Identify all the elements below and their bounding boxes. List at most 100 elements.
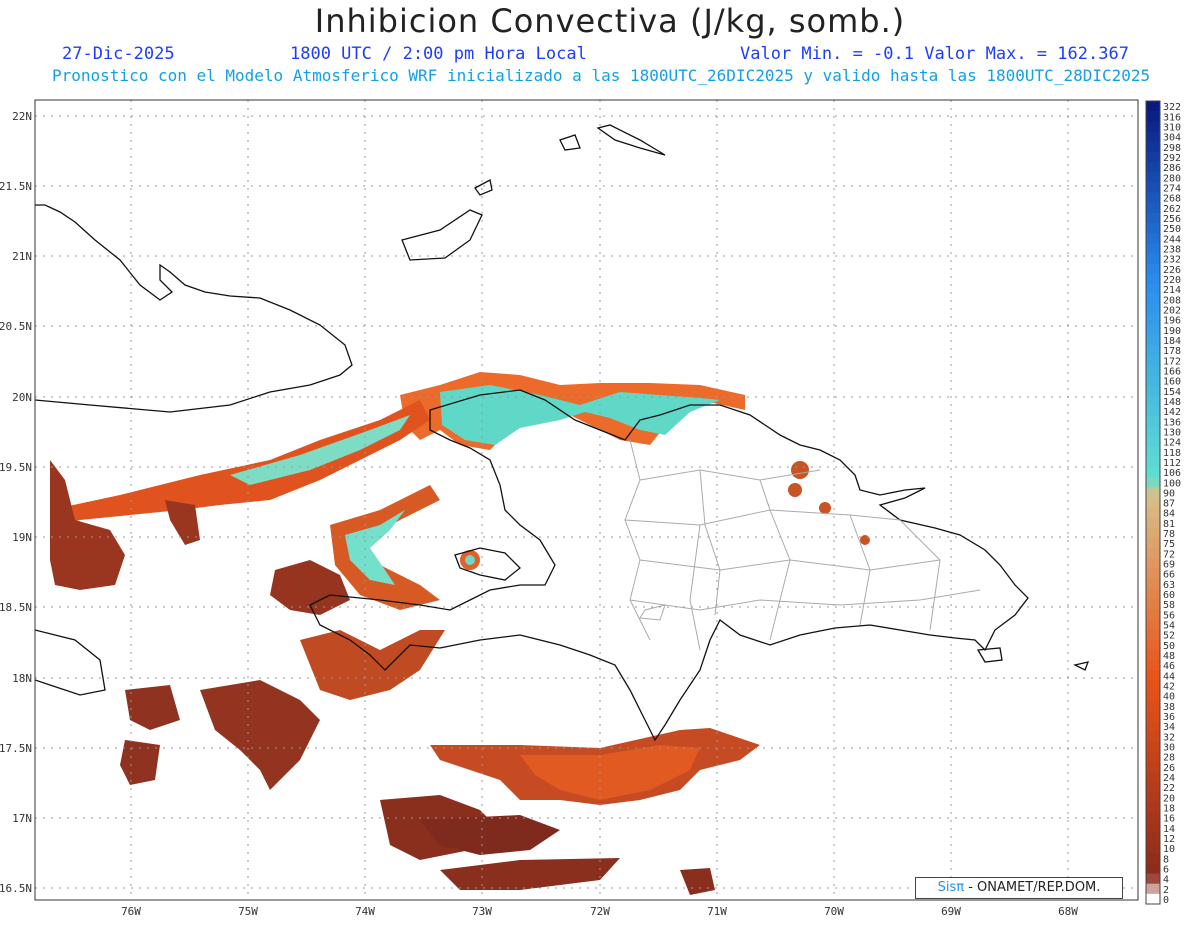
colorbar-swatch [1146,202,1160,214]
hispaniola-coast [309,389,1029,742]
colorbar-label: 16 [1163,814,1175,825]
colorbar-label: 81 [1163,519,1175,530]
lat-labels: 22N 21.5N 21N 20.5N 20N 19.5N 19N 18.5N … [0,110,32,895]
forecast-date: 27-Dic-2025 [62,44,175,64]
inagua-island [401,209,483,261]
colorbar-label: 30 [1163,743,1175,754]
colorbar-label: 118 [1163,448,1181,459]
colorbar-label: 72 [1163,549,1175,560]
svg-text:76W: 76W [121,905,141,918]
colorbar-label: 36 [1163,712,1175,723]
colorbar-label: 32 [1163,732,1175,743]
svg-text:17N: 17N [12,812,32,825]
colorbar-label: 8 [1163,854,1169,865]
colorbar-label: 142 [1163,407,1181,418]
cuba-coast [35,204,353,413]
colorbar-swatch [1146,873,1160,885]
colorbar-label: 220 [1163,275,1181,286]
colorbar-swatch [1146,446,1160,458]
colorbar-swatch [1146,507,1160,519]
colorbar-swatch [1146,853,1160,864]
colorbar-swatch [1146,172,1160,183]
plot-frame [34,99,1139,901]
svg-text:18.5N: 18.5N [0,601,32,614]
colorbar-label: 42 [1163,682,1175,693]
colorbar-label: 238 [1163,244,1181,255]
colorbar-label: 196 [1163,316,1181,327]
colorbar-label: 148 [1163,397,1181,408]
colorbar-swatch [1146,731,1160,742]
colorbar-label: 52 [1163,631,1175,642]
colorbar-label: 154 [1163,387,1181,398]
colorbar-swatch [1146,660,1160,671]
colorbar-swatch [1146,721,1160,732]
cin-west-blob [50,460,125,590]
jamaica-coast [35,629,106,696]
colorbar-swatch [1146,426,1160,437]
colorbar-swatch [1146,629,1160,641]
colorbar-label: 298 [1163,143,1181,154]
colorbar-label: 44 [1163,671,1175,682]
cin-shading [50,372,870,895]
colorbar-label: 56 [1163,610,1175,621]
model-subtitle: Pronostico con el Modelo Atmosferico WRF… [52,66,1151,85]
colorbar-label: 60 [1163,590,1175,601]
colorbar-label: 87 [1163,499,1175,510]
colorbar-swatch [1146,385,1160,397]
svg-text:21.5N: 21.5N [0,180,32,193]
colorbar-label: 34 [1163,722,1175,733]
colorbar-label: 202 [1163,305,1181,316]
colorbar-swatch [1146,395,1160,407]
colorbar-swatch [1146,558,1160,570]
colorbar-label: 26 [1163,763,1175,774]
colorbar-label: 14 [1163,824,1175,835]
colorbar-label: 20 [1163,793,1175,804]
saona-island [976,647,1003,663]
colorbar-swatch [1146,304,1160,315]
svg-text:75W: 75W [238,905,258,918]
colorbar-label: 24 [1163,773,1175,784]
colorbar-label: 4 [1163,875,1169,886]
colorbar-label: 166 [1163,366,1181,377]
colorbar-label: 58 [1163,600,1175,611]
colorbar-swatch [1146,497,1160,509]
cin-gonave-band [330,485,440,610]
colorbar-label: 112 [1163,458,1181,469]
colorbar-label: 292 [1163,153,1181,164]
svg-text:68W: 68W [1058,905,1078,918]
colorbar-swatch [1146,710,1160,722]
colorbar-swatch [1146,700,1160,712]
colorbar-swatch [1146,619,1160,631]
colorbar-swatch [1146,670,1160,681]
colorbar-frame [1145,100,1161,905]
province-boundaries [624,439,981,651]
colorbar-label: 18 [1163,804,1175,815]
small-island-2 [559,134,581,151]
colorbar-label: 250 [1163,224,1181,235]
colorbar-label: 274 [1163,183,1181,194]
colorbar-swatch [1146,832,1160,844]
colorbar-swatch [1146,578,1160,590]
svg-text:19N: 19N [12,531,32,544]
svg-text:73W: 73W [472,905,492,918]
map-title: Inhibicion Convectiva (J/kg, somb.) [314,2,906,40]
coastlines [35,124,1090,742]
colorbar-swatch [1146,222,1160,234]
colorbar-swatch [1146,334,1160,346]
cin-ne-spot-2 [788,483,802,497]
colorbar-label: 268 [1163,194,1181,205]
colorbar-label: 78 [1163,529,1175,540]
colorbar-swatch [1146,517,1160,529]
colorbar-label: 172 [1163,356,1181,367]
cin-south-7 [680,868,715,895]
svg-text:71W: 71W [707,905,727,918]
colorbar-label: 106 [1163,468,1181,479]
colorbar-label: 190 [1163,326,1181,337]
colorbar-swatch [1146,294,1160,305]
colorbar-label: 130 [1163,427,1181,438]
cin-west-band [50,400,430,525]
colorbar-swatch [1146,741,1160,753]
svg-text:18N: 18N [12,672,32,685]
colorbar-label: 75 [1163,539,1175,550]
colorbar-label: 214 [1163,285,1181,296]
